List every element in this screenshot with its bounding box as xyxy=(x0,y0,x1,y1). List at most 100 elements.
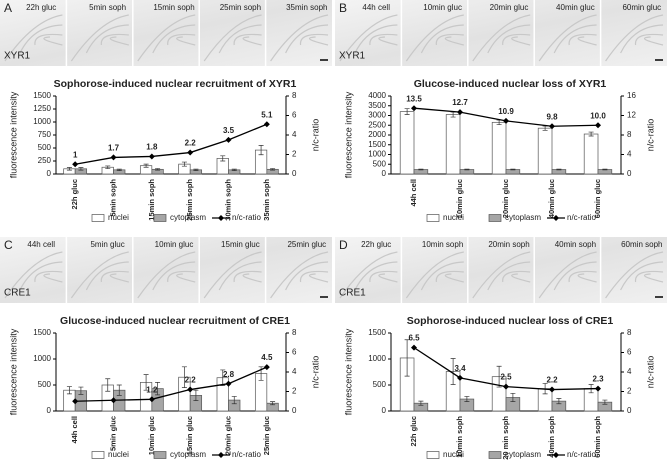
y-tick-label: 1500 xyxy=(368,328,386,337)
hypha xyxy=(70,14,129,62)
bar xyxy=(445,114,461,175)
error-bar xyxy=(404,339,410,377)
hypha xyxy=(511,36,531,46)
hypha xyxy=(203,14,262,62)
legend-label: cytoplasm xyxy=(505,213,541,222)
hypha xyxy=(242,273,262,283)
image-label: 5min gluc xyxy=(90,240,124,249)
hypha xyxy=(435,33,464,46)
ratio-marker xyxy=(110,154,117,161)
hypha xyxy=(308,36,329,46)
hypha xyxy=(34,33,63,46)
error-bar xyxy=(510,168,516,171)
hypha xyxy=(502,33,531,46)
image-label: 10min soph xyxy=(422,240,463,249)
data-label: 1.8 xyxy=(146,143,158,152)
y-tick-label: 250 xyxy=(38,156,52,165)
data-label: 1 xyxy=(73,150,78,159)
chart-title: Glucose-induced nuclear recruitment of C… xyxy=(60,315,290,327)
image-label: 15min gluc xyxy=(221,240,260,249)
ratio-marker xyxy=(72,398,79,405)
error-bar xyxy=(404,108,410,115)
ratio-marker xyxy=(263,121,270,128)
chart-title: Sophorose-induced nuclear loss of CRE1 xyxy=(407,315,614,327)
hypha xyxy=(299,33,329,46)
y-tick-label: 0 xyxy=(47,169,52,178)
bar xyxy=(399,111,415,175)
x-tick-label: 22h gluc xyxy=(409,416,418,446)
y-tick-label: 1000 xyxy=(33,354,51,363)
micrograph-strip xyxy=(0,0,332,66)
image-title: CRE1 xyxy=(339,288,366,299)
y2-tick-label: 2 xyxy=(292,387,297,396)
y-tick-label: 1000 xyxy=(368,354,386,363)
hypha xyxy=(577,273,597,283)
error-bar xyxy=(116,168,122,171)
x-tick-label: 25min soph xyxy=(185,179,194,221)
data-label: 10.0 xyxy=(590,111,606,120)
legend-label: n/c-ratio xyxy=(232,213,261,222)
panel: 22h gluc 5min soph 15min soph 25min soph 35m… xyxy=(0,0,332,222)
error-bar xyxy=(105,165,111,169)
legend-label: nuclei xyxy=(443,450,464,459)
hypha xyxy=(634,33,664,46)
error-bar xyxy=(231,396,237,405)
y-tick-label: 3000 xyxy=(368,111,386,120)
data-label: 2.8 xyxy=(223,370,235,379)
image-title: XYR1 xyxy=(4,51,31,62)
legend-swatch xyxy=(488,214,502,222)
image-label: 22h gluc xyxy=(26,3,56,12)
ratio-marker xyxy=(411,105,417,112)
image-title: XYR1 xyxy=(339,51,366,62)
legend-swatch xyxy=(91,451,105,459)
y2-tick-label: 4 xyxy=(627,150,632,159)
y2-axis-label: n/c-ratio xyxy=(310,119,320,152)
x-tick-label: 60min gluc xyxy=(593,179,602,218)
ratio-marker xyxy=(110,397,117,404)
ratio-marker xyxy=(411,344,417,351)
image-label: 20min gluc xyxy=(490,3,529,12)
hypha xyxy=(444,36,464,46)
hypha xyxy=(285,24,329,54)
hypha xyxy=(643,36,664,46)
y2-tick-label: 2 xyxy=(627,387,632,396)
y-tick-label: 2500 xyxy=(368,120,386,129)
y2-tick-label: 6 xyxy=(292,111,297,120)
ratio-marker xyxy=(595,122,601,129)
data-label: 3.4 xyxy=(454,364,466,373)
ratio-marker xyxy=(187,386,194,393)
hypha xyxy=(100,33,129,46)
bar xyxy=(491,121,507,175)
hypha xyxy=(299,270,329,283)
hypha xyxy=(242,36,262,46)
hypha xyxy=(420,261,464,291)
bar xyxy=(537,127,553,175)
y-tick-label: 500 xyxy=(38,143,52,152)
hypha xyxy=(378,36,398,46)
y-tick-label: 0 xyxy=(382,406,387,415)
error-bar xyxy=(220,155,226,162)
y-tick-label: 2000 xyxy=(368,130,386,139)
ratio-marker xyxy=(148,396,155,403)
y2-tick-label: 8 xyxy=(627,328,632,337)
image-label: 44h cell xyxy=(27,240,55,249)
ratio-marker xyxy=(549,123,555,130)
error-bar xyxy=(105,378,111,392)
y-tick-label: 1500 xyxy=(368,140,386,149)
ratio-marker xyxy=(457,374,463,381)
error-bar xyxy=(258,145,264,156)
y2-axis-label: n/c-ratio xyxy=(645,356,655,389)
data-label: 4.5 xyxy=(261,353,273,362)
y-tick-label: 500 xyxy=(38,380,52,389)
y-tick-label: 0 xyxy=(382,169,387,178)
hypha xyxy=(634,270,664,283)
panel-letter: A xyxy=(4,1,12,15)
hypha xyxy=(620,261,664,291)
hypha xyxy=(218,24,262,54)
error-bar xyxy=(510,392,516,402)
x-tick-label: 25min gluc xyxy=(262,416,271,455)
image-label: 60min soph xyxy=(621,240,662,249)
error-bar xyxy=(78,167,84,171)
data-label: 2.2 xyxy=(546,376,558,385)
